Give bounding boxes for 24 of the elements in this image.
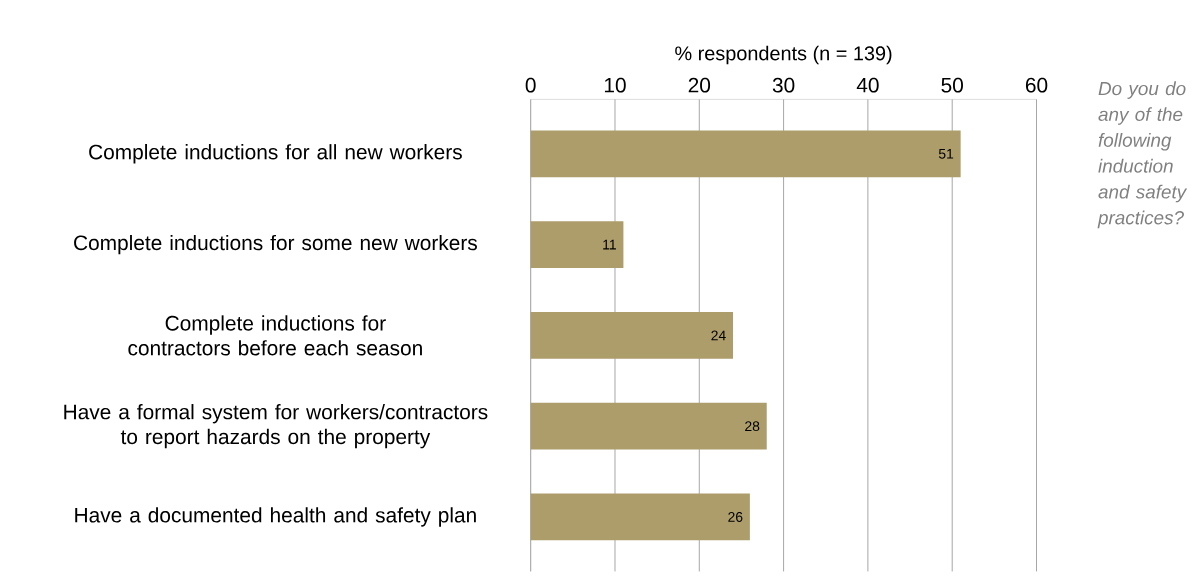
x-tick-label: 20 (688, 77, 711, 93)
x-tick-label: 50 (941, 77, 963, 93)
x-tick-label: 10 (604, 77, 626, 93)
x-axis-title: % respondents (n = 139) (675, 45, 892, 65)
bar (530, 311, 734, 359)
bar (530, 221, 624, 268)
y-tick-label: Have a formal system for workers/contractors to report hazards on the property (64, 403, 488, 449)
x-tick-label: 30 (772, 77, 795, 93)
x-tick-label: 0 (525, 77, 536, 93)
data-label: 28 (745, 421, 760, 431)
x-tick-label: 60 (1025, 77, 1048, 93)
text: Do you do any of the following induction and safety practices? (1097, 81, 1188, 228)
x-tick-label: 40 (856, 77, 879, 93)
data-label: 24 (711, 330, 726, 341)
y-tick-label: Complete inductions for some new workers (74, 234, 477, 255)
y-tick-label: Have a documented health and safety plan (75, 507, 476, 527)
bar (530, 493, 750, 541)
y-tick-label: Complete inductions for all new workers (89, 143, 462, 164)
bar (530, 130, 961, 178)
y-tick-label: Complete inductions for contractors before each season (128, 315, 422, 356)
bar (530, 402, 767, 450)
data-label: 11 (603, 239, 616, 250)
data-label: 26 (728, 511, 743, 522)
data-label: 51 (938, 148, 954, 159)
